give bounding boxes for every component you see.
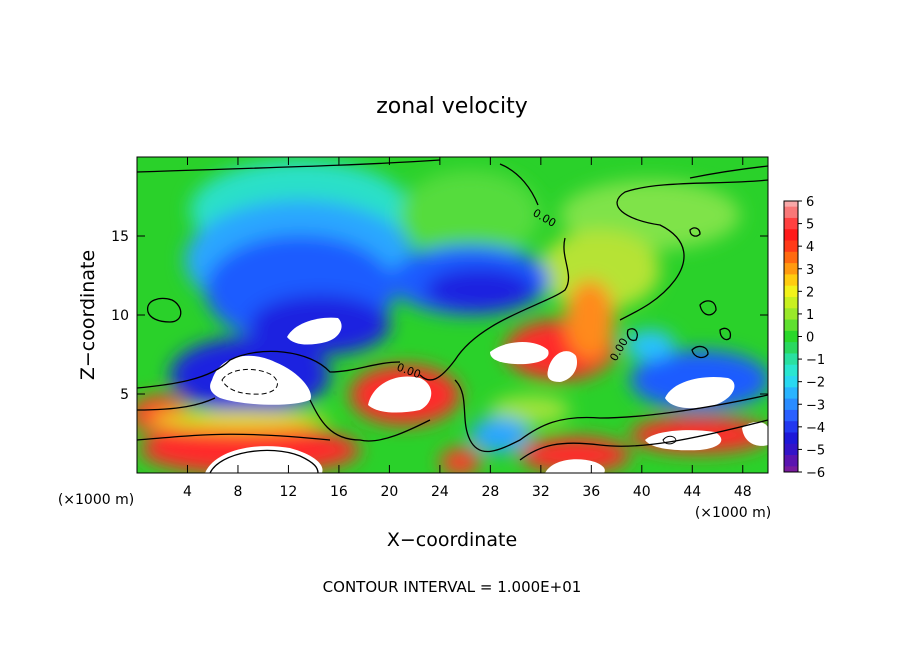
x-tick-label: 8 [233,484,242,500]
saturated-region [742,422,768,446]
colorbar-swatch [784,409,798,422]
colorbar-tick-label: −2 [806,376,825,391]
colorbar-tick-label: 1 [806,308,814,323]
x-tick-label: 24 [431,484,449,500]
x-axis-label: X−coordinate [387,529,517,551]
colorbar-tick-label: 5 [806,218,814,233]
field-region [440,448,480,473]
colorbar-swatch [784,296,798,309]
saturated-region [368,376,432,413]
contour-line [147,297,182,323]
colorbar-swatch [784,206,798,219]
chart-title: zonal velocity [376,94,528,119]
y-tick-label: 5 [120,387,129,403]
colorbar-swatch [784,342,798,354]
colorbar-swatch [784,229,798,242]
colorbar-tick-label: 6 [806,195,814,210]
field-blobs [137,160,768,473]
field-region [400,170,540,260]
field-region [150,410,330,430]
x-tick-label: 28 [481,484,499,500]
y-axis-label: Z−coordinate [77,250,99,380]
saturated-region [287,317,342,345]
x-tick-label: 16 [330,484,348,500]
saturated-region [545,459,605,473]
contour-line-negative [221,368,278,395]
heatmap-field: 0.00 0.00 0.00 [137,157,768,473]
y-tick-label: 15 [111,229,129,245]
colorbar-tick-label: 2 [806,285,814,300]
field-region [625,330,675,360]
colorbar: 6 5 4 3 2 1 0 −1 −2 −3 −4 −5 −6 [783,195,825,481]
contour-line [137,159,441,173]
field-region [565,280,615,360]
x-units-left: (×1000 m) [58,492,134,508]
colorbar-swatch [784,308,798,321]
contour-line [689,227,717,359]
colorbar-swatch [784,263,798,275]
colorbar-swatch [784,364,798,377]
contour-line [137,397,431,442]
colorbar-tick-label: 4 [806,240,814,255]
contour-line [616,179,768,321]
x-tick-label: 36 [582,484,600,500]
colorbar-swatch [784,201,798,208]
saturated-region [205,446,323,473]
y-axis: 5 10 15 [111,229,768,403]
saturated-region [547,351,578,382]
contour-line [662,435,677,445]
contour-line [209,449,319,473]
colorbar-swatch [784,421,798,433]
field-region [490,395,570,425]
colorbar-tick-label: −4 [806,421,825,436]
contour-line [137,350,401,389]
colorbar-tick-label: 3 [806,263,814,278]
contour-line [689,165,768,179]
x-tick-label: 44 [683,484,701,500]
x-tick-label: 4 [183,484,192,500]
colorbar-swatch [784,398,798,411]
y-tick-label: 10 [111,308,129,324]
colorbar-swatch [784,240,798,253]
saturated-region [665,376,735,409]
contour-lines [137,159,768,473]
colorbar-tick-label: −6 [806,466,825,481]
colorbar-swatch [784,432,798,445]
x-tick-label: 40 [633,484,651,500]
contour-line [519,419,768,461]
colorbar-swatch [784,251,798,264]
colorbar-tick-label: −5 [806,443,825,458]
contour-line [137,433,331,441]
x-axis: 4 8 12 16 20 24 28 32 36 40 44 48 [183,157,752,500]
colorbar-swatch [784,466,798,473]
colorbar-swatch [784,285,798,298]
colorbar-tick-label: −1 [806,353,825,368]
field-region [425,268,535,312]
field-region [470,417,530,453]
x-tick-label: 32 [532,484,550,500]
field-region [540,230,660,310]
colorbar-tick-label: 0 [806,331,814,346]
colorbar-swatch [784,217,798,230]
colorbar-swatch [784,443,798,456]
saturated-region [210,355,311,405]
contour-line [626,327,732,342]
colorbar-swatch [784,319,798,332]
colorbar-swatch [784,274,798,287]
colorbar-tick-label: −3 [806,398,825,413]
contour-interval-footer: CONTOUR INTERVAL = 1.000E+01 [323,578,582,596]
x-tick-label: 48 [734,484,752,500]
saturated-region [490,341,549,365]
x-tick-label: 20 [380,484,398,500]
colorbar-swatch [784,455,798,467]
colorbar-swatch [784,353,798,366]
contour-line [454,379,768,453]
x-units-right: (×1000 m) [695,505,771,521]
x-tick-label: 12 [280,484,298,500]
colorbar-swatch [784,376,798,388]
colorbar-swatch [784,387,798,400]
contour-line [419,163,570,381]
colorbar-swatch [784,330,798,343]
